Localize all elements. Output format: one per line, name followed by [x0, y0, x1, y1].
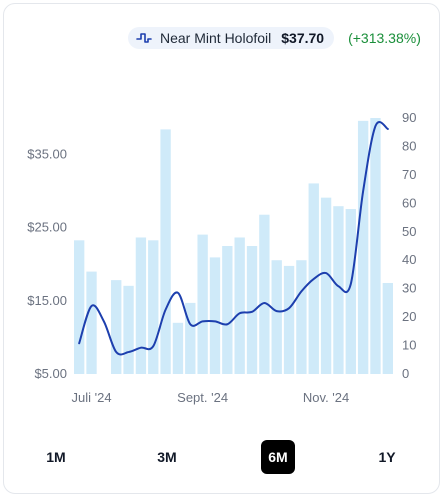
volume-bar — [296, 260, 307, 374]
volume-bar — [86, 271, 97, 374]
right-axis-tick-label: 20 — [402, 309, 416, 324]
x-axis: Juli '24 Sept. '24 Nov. '24 — [71, 390, 349, 405]
volume-bar — [320, 197, 332, 374]
right-axis: 0 10 20 30 40 50 60 70 80 90 — [402, 110, 416, 381]
volume-bar — [283, 265, 295, 374]
right-axis-tick-label: 70 — [402, 167, 416, 182]
x-axis-tick-label: Juli '24 — [71, 390, 111, 405]
time-range-selector: 1M 3M 6M 1Y — [0, 440, 445, 476]
left-axis-tick-label: $15.00 — [27, 293, 67, 308]
volume-bar — [209, 257, 221, 374]
x-axis-tick-label: Nov. '24 — [303, 390, 349, 405]
right-axis-tick-label: 50 — [402, 224, 416, 239]
left-axis-tick-label: $5.00 — [34, 366, 67, 381]
x-axis-tick-label: Sept. '24 — [177, 390, 228, 405]
volume-bar — [370, 118, 381, 374]
range-button-3m[interactable]: 3M — [157, 449, 177, 465]
volume-bar — [123, 285, 134, 374]
right-axis-tick-label: 40 — [402, 252, 416, 267]
left-axis-tick-label: $35.00 — [27, 147, 67, 162]
volume-bar — [222, 246, 233, 374]
right-axis-tick-label: 30 — [402, 281, 416, 296]
right-axis-tick-label: 60 — [402, 195, 416, 210]
volume-bar — [234, 237, 245, 374]
volume-bar — [345, 209, 356, 374]
volume-bar — [357, 120, 369, 374]
volume-bar — [259, 214, 270, 374]
volume-bar — [382, 282, 393, 374]
left-axis-tick-label: $25.00 — [27, 220, 67, 235]
range-button-1m[interactable]: 1M — [46, 449, 66, 465]
volume-bar — [111, 280, 122, 374]
legend-series-name: Near Mint Holofoil — [160, 30, 272, 46]
volume-bar — [333, 206, 344, 374]
volume-bar — [271, 260, 282, 374]
legend-change-percent: (+313.38%) — [348, 30, 421, 46]
volume-bar — [246, 246, 258, 374]
right-axis-tick-label: 80 — [402, 138, 416, 153]
left-axis: $5.00 $15.00 $25.00 $35.00 — [27, 147, 67, 381]
pulse-line-icon — [136, 33, 152, 43]
volume-bar — [160, 129, 171, 374]
volume-bars — [74, 118, 393, 374]
legend-series-pill[interactable]: Near Mint Holofoil $37.70 — [128, 27, 335, 49]
right-axis-tick-label: 10 — [402, 338, 416, 353]
volume-bar — [74, 240, 85, 374]
price-line-path — [78, 121, 389, 356]
legend-price: $37.70 — [281, 30, 325, 46]
volume-bar — [185, 302, 196, 374]
price-line — [78, 121, 389, 356]
right-axis-tick-label: 0 — [402, 366, 409, 381]
volume-bar — [172, 322, 184, 374]
volume-bar — [135, 237, 147, 374]
right-axis-tick-label: 90 — [402, 110, 416, 125]
chart-legend[interactable]: Near Mint Holofoil $37.70 (+313.38%) — [128, 26, 421, 50]
volume-bar — [197, 234, 208, 374]
range-button-6m[interactable]: 6M — [261, 440, 295, 474]
range-button-1y[interactable]: 1Y — [378, 449, 396, 465]
price-chart: $5.00 $15.00 $25.00 $35.00 0 10 20 30 40 50 60 70 8… — [27, 110, 416, 405]
volume-bar — [148, 240, 159, 374]
